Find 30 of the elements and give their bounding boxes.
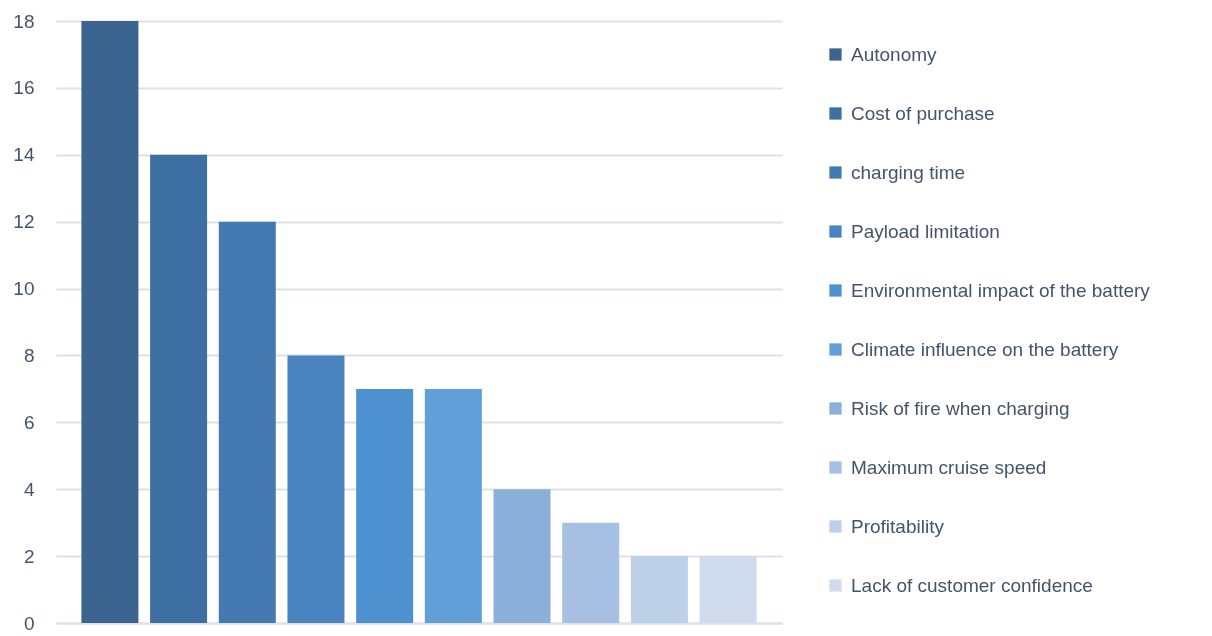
bar [562, 522, 620, 623]
bar [81, 21, 139, 623]
legend-label: Payload limitation [851, 220, 1000, 242]
bar [287, 355, 345, 623]
bar [630, 556, 688, 623]
y-tick-label: 12 [13, 211, 35, 233]
bar [493, 489, 551, 623]
legend-label: Cost of purchase [851, 102, 995, 124]
bar [150, 154, 208, 623]
legend-label: Environmental impact of the battery [851, 279, 1151, 301]
y-tick-label: 18 [13, 10, 35, 32]
legend-label: Lack of customer confidence [851, 574, 1093, 596]
y-tick-label: 14 [13, 144, 35, 166]
legend-label: Risk of fire when charging [851, 397, 1070, 419]
legend-label: Maximum cruise speed [851, 456, 1047, 478]
y-tick-label: 16 [13, 77, 35, 99]
y-tick-label: 0 [23, 612, 35, 634]
bar [218, 221, 276, 623]
legend-label: Climate influence on the battery [851, 338, 1119, 360]
y-tick-label: 2 [23, 545, 35, 567]
legend-label: charging time [851, 161, 966, 183]
bar [356, 388, 414, 623]
y-tick-label: 8 [23, 344, 35, 366]
bar [424, 388, 482, 623]
y-tick-label: 10 [13, 278, 35, 300]
legend-label: Autonomy [851, 43, 938, 65]
legend-label: Profitability [851, 515, 945, 537]
bar [699, 556, 757, 623]
y-tick-label: 4 [23, 478, 35, 500]
y-tick-label: 6 [23, 411, 35, 433]
